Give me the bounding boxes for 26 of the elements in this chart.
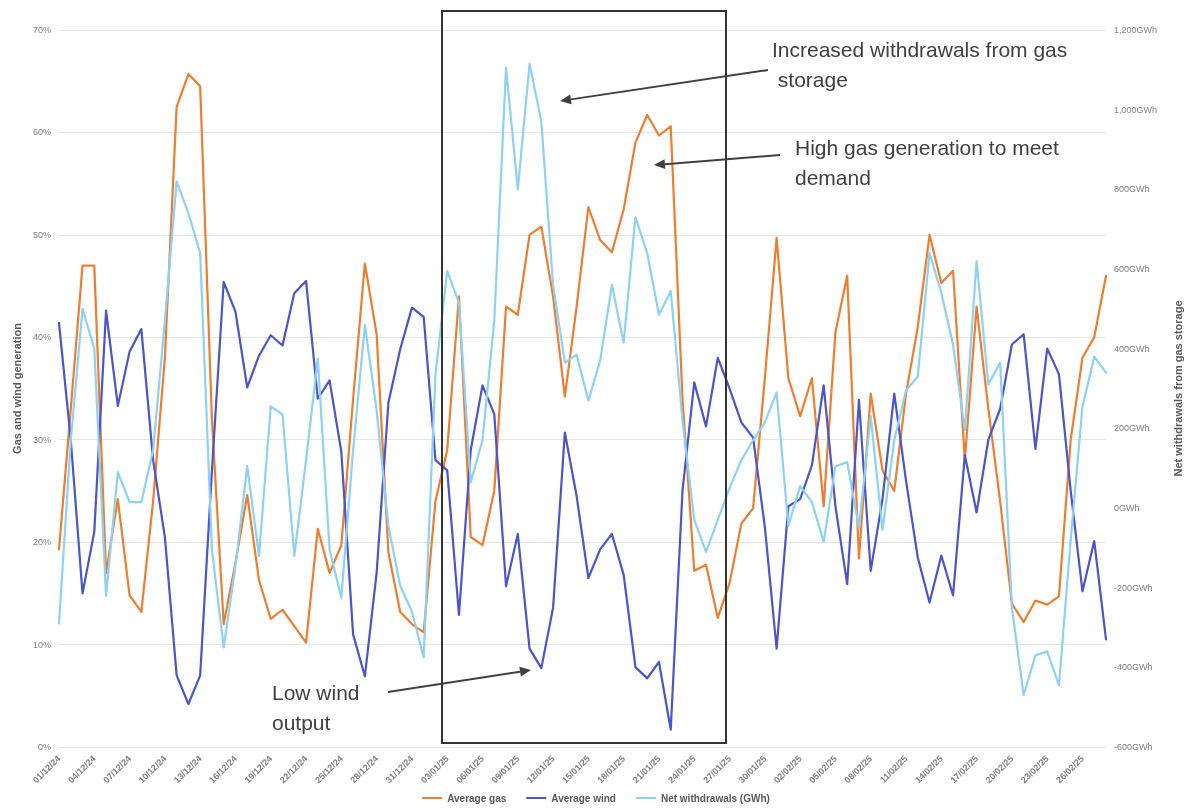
y-tick-label: 30% xyxy=(32,434,51,445)
y2-tick-label: 600GWh xyxy=(1114,264,1150,274)
y-axis-title: Gas and wind generation xyxy=(10,322,23,454)
y2-tick-label: -200GWh xyxy=(1114,582,1153,593)
y2-tick-label: -400GWh xyxy=(1114,662,1153,673)
y2-axis-title: Net withdrawals from gas storage xyxy=(1171,300,1184,477)
y2-tick-label: 1,000GWh xyxy=(1114,104,1158,115)
annotation: High gas generation to meet demand xyxy=(795,135,1065,189)
y-tick-label: 70% xyxy=(32,25,51,35)
y-tick-label: 40% xyxy=(32,332,51,343)
annotation: Increased withdrawals from gas storage xyxy=(772,37,1068,91)
legend-label: Average gas xyxy=(447,792,507,804)
y2-tick-label: 200GWh xyxy=(1114,423,1150,434)
legend-label: Net withdrawals (GWh) xyxy=(660,792,770,804)
y2-tick-label: 0GWh xyxy=(1114,503,1140,513)
y-tick-label: 0% xyxy=(37,742,51,752)
y-tick-label: 20% xyxy=(32,537,51,548)
y-tick-label: 60% xyxy=(32,127,51,138)
y2-tick-label: 400GWh xyxy=(1114,343,1150,354)
y2-tick-label: 1,200GWh xyxy=(1114,25,1158,35)
y2-tick-label: 800GWh xyxy=(1114,184,1150,195)
annotation: Low wind output xyxy=(272,680,366,734)
y-tick-label: 10% xyxy=(32,639,51,650)
y2-tick-label: -600GWh xyxy=(1114,742,1153,752)
y-tick-label: 50% xyxy=(32,229,51,240)
legend-label: Average wind xyxy=(551,792,616,804)
